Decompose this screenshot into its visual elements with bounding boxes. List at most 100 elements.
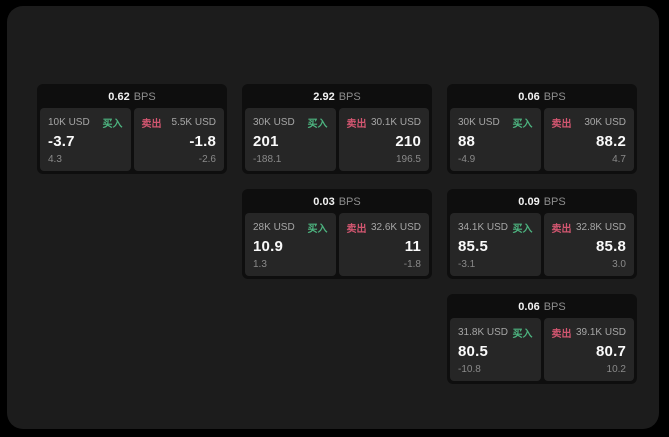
spread-value: 2.92 xyxy=(313,91,335,103)
sell-delta: 10.2 xyxy=(606,364,626,375)
card-body: 30K USD 买入 201 -188.1 卖出 30.1K USD 210 1… xyxy=(245,108,429,171)
buy-tag: 买入 xyxy=(307,224,328,235)
spread-unit: BPS xyxy=(543,301,566,313)
quote-card: 0.62 BPS 10K USD 买入 -3.7 4.3 卖出 xyxy=(37,84,227,174)
buy-price: 10.9 xyxy=(253,237,283,255)
buy-panel[interactable]: 28K USD 买入 10.9 1.3 xyxy=(245,213,336,276)
sell-delta: 3.0 xyxy=(612,259,626,270)
quotes-grid: 0.62 BPS 10K USD 买入 -3.7 4.3 卖出 xyxy=(37,84,637,384)
buy-delta: -188.1 xyxy=(253,154,282,165)
sell-price: 80.7 xyxy=(596,342,626,360)
spread-unit: BPS xyxy=(133,91,156,103)
spread-unit: BPS xyxy=(338,196,361,208)
quote-card: 2.92 BPS 30K USD 买入 201 -188.1 卖出 xyxy=(242,84,432,174)
sell-delta: 196.5 xyxy=(395,154,421,165)
sell-price: 210 xyxy=(395,132,421,150)
sell-delta: -2.6 xyxy=(198,154,216,165)
buy-tag: 买入 xyxy=(512,119,533,130)
spread-header: 0.06 BPS xyxy=(450,297,634,318)
buy-top-row: 34.1K USD 买入 xyxy=(458,220,533,235)
spread-value: 0.06 xyxy=(518,301,540,313)
spread-value: 0.09 xyxy=(518,196,540,208)
spread-header: 0.06 BPS xyxy=(450,87,634,108)
sell-top-row: 卖出 39.1K USD xyxy=(552,325,627,340)
buy-delta: -4.9 xyxy=(458,154,476,165)
spread-header: 2.92 BPS xyxy=(245,87,429,108)
sell-panel[interactable]: 卖出 30K USD 88.2 4.7 xyxy=(543,108,634,171)
spread-unit: BPS xyxy=(338,91,361,103)
card-body: 34.1K USD 买入 85.5 -3.1 卖出 32.8K USD 85.8… xyxy=(450,213,634,276)
buy-delta: -3.1 xyxy=(458,259,476,270)
buy-tag: 买入 xyxy=(102,119,123,130)
sell-price: 88.2 xyxy=(596,132,626,150)
spread-unit: BPS xyxy=(543,91,566,103)
sell-tag: 卖出 xyxy=(551,224,572,235)
buy-price: -3.7 xyxy=(48,132,75,150)
buy-size-label: 34.1K USD xyxy=(458,222,509,233)
sell-size-label: 5.5K USD xyxy=(171,117,216,128)
quote-card: 0.06 BPS 30K USD 买入 88 -4.9 卖出 xyxy=(447,84,637,174)
spread-value: 0.62 xyxy=(108,91,130,103)
buy-price: 85.5 xyxy=(458,237,488,255)
sell-tag: 卖出 xyxy=(551,119,572,130)
buy-top-row: 30K USD 买入 xyxy=(253,115,328,130)
sell-panel[interactable]: 卖出 5.5K USD -1.8 -2.6 xyxy=(133,108,224,171)
card-body: 28K USD 买入 10.9 1.3 卖出 32.6K USD 11 -1.8 xyxy=(245,213,429,276)
sell-panel[interactable]: 卖出 39.1K USD 80.7 10.2 xyxy=(543,318,634,381)
buy-panel[interactable]: 30K USD 买入 201 -188.1 xyxy=(245,108,336,171)
buy-top-row: 30K USD 买入 xyxy=(458,115,533,130)
buy-size-label: 30K USD xyxy=(253,117,295,128)
buy-top-row: 28K USD 买入 xyxy=(253,220,328,235)
buy-delta: 4.3 xyxy=(48,154,62,165)
buy-tag: 买入 xyxy=(307,119,328,130)
sell-panel[interactable]: 卖出 32.6K USD 11 -1.8 xyxy=(338,213,429,276)
buy-price: 88 xyxy=(458,132,476,150)
spread-header: 0.09 BPS xyxy=(450,192,634,213)
quote-card: 0.09 BPS 34.1K USD 买入 85.5 -3.1 卖出 xyxy=(447,189,637,279)
buy-panel[interactable]: 31.8K USD 买入 80.5 -10.8 xyxy=(450,318,541,381)
sell-price: 11 xyxy=(404,237,421,255)
spread-header: 0.03 BPS xyxy=(245,192,429,213)
spread-value: 0.03 xyxy=(313,196,335,208)
sell-size-label: 32.6K USD xyxy=(370,222,421,233)
sell-tag: 卖出 xyxy=(346,119,367,130)
sell-tag: 卖出 xyxy=(141,119,162,130)
buy-tag: 买入 xyxy=(512,224,533,235)
sell-delta: -1.8 xyxy=(403,259,421,270)
quote-card: 0.06 BPS 31.8K USD 买入 80.5 -10.8 卖 xyxy=(447,294,637,384)
buy-delta: 1.3 xyxy=(253,259,267,270)
sell-panel[interactable]: 卖出 30.1K USD 210 196.5 xyxy=(338,108,429,171)
card-body: 31.8K USD 买入 80.5 -10.8 卖出 39.1K USD 80.… xyxy=(450,318,634,381)
buy-tag: 买入 xyxy=(512,329,533,340)
buy-size-label: 30K USD xyxy=(458,117,500,128)
sell-price: 85.8 xyxy=(596,237,626,255)
main-panel: 0.62 BPS 10K USD 买入 -3.7 4.3 卖出 xyxy=(7,6,659,429)
buy-price: 201 xyxy=(253,132,279,150)
spread-value: 0.06 xyxy=(518,91,540,103)
quote-card: 0.03 BPS 28K USD 买入 10.9 1.3 卖出 xyxy=(242,189,432,279)
sell-top-row: 卖出 32.8K USD xyxy=(552,220,627,235)
spread-header: 0.62 BPS xyxy=(40,87,224,108)
sell-tag: 卖出 xyxy=(551,329,572,340)
buy-top-row: 10K USD 买入 xyxy=(48,115,123,130)
sell-delta: 4.7 xyxy=(612,154,626,165)
buy-panel[interactable]: 34.1K USD 买入 85.5 -3.1 xyxy=(450,213,541,276)
buy-top-row: 31.8K USD 买入 xyxy=(458,325,533,340)
sell-top-row: 卖出 30K USD xyxy=(552,115,627,130)
sell-size-label: 30K USD xyxy=(584,117,626,128)
sell-size-label: 39.1K USD xyxy=(575,327,626,338)
buy-panel[interactable]: 10K USD 买入 -3.7 4.3 xyxy=(40,108,131,171)
sell-size-label: 30.1K USD xyxy=(370,117,421,128)
sell-size-label: 32.8K USD xyxy=(575,222,626,233)
buy-size-label: 28K USD xyxy=(253,222,295,233)
spread-unit: BPS xyxy=(543,196,566,208)
sell-top-row: 卖出 30.1K USD xyxy=(347,115,422,130)
card-body: 10K USD 买入 -3.7 4.3 卖出 5.5K USD -1.8 -2.… xyxy=(40,108,224,171)
buy-size-label: 31.8K USD xyxy=(458,327,509,338)
sell-price: -1.8 xyxy=(189,132,216,150)
buy-panel[interactable]: 30K USD 买入 88 -4.9 xyxy=(450,108,541,171)
card-body: 30K USD 买入 88 -4.9 卖出 30K USD 88.2 4.7 xyxy=(450,108,634,171)
sell-panel[interactable]: 卖出 32.8K USD 85.8 3.0 xyxy=(543,213,634,276)
buy-price: 80.5 xyxy=(458,342,488,360)
